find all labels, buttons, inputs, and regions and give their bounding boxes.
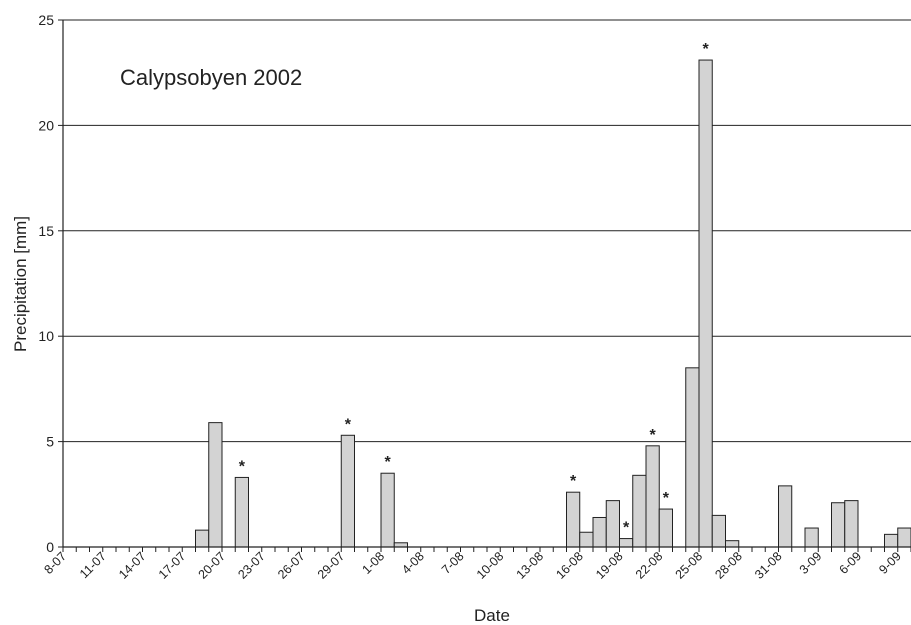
x-tick-label: 9-09: [876, 549, 904, 577]
significance-marker: *: [650, 427, 657, 444]
bar: [195, 529, 210, 548]
x-tick-label: 14-07: [116, 549, 149, 582]
significance-marker: *: [623, 520, 630, 537]
x-tick-label: 25-08: [673, 549, 706, 582]
y-tick-label: 0: [46, 539, 54, 555]
significance-marker: *: [239, 458, 246, 475]
x-tick-label: 19-08: [593, 549, 626, 582]
bar: [897, 527, 911, 548]
x-tick-label: 16-08: [553, 549, 586, 582]
bar: [725, 540, 740, 548]
bar: [698, 59, 713, 548]
y-tick-label: 5: [46, 434, 54, 450]
x-axis-tick-labels: 8-07 11-07 14-07 17-07 20-07 23-07 26-07 29-07 1…: [42, 549, 904, 582]
bar: [605, 500, 620, 548]
bar: [711, 514, 726, 548]
bar: [658, 508, 673, 548]
bar: [340, 434, 355, 548]
chart-title: Calypsobyen 2002: [120, 65, 302, 90]
bar: [234, 476, 249, 548]
bar: [844, 500, 859, 548]
bar: [579, 531, 594, 548]
significance-marker: *: [663, 490, 670, 507]
bar: [619, 538, 634, 548]
x-tick-label: 13-08: [514, 549, 547, 582]
significance-marker: *: [570, 473, 577, 490]
x-tick-label: 10-08: [474, 549, 507, 582]
x-tick-label: 17-07: [156, 549, 189, 582]
bar: [592, 516, 607, 548]
bar: [831, 502, 846, 548]
gridlines: [63, 19, 911, 443]
bar: [393, 542, 408, 548]
x-tick-label: 4-08: [399, 549, 427, 577]
bar: [632, 474, 647, 548]
bar: [804, 527, 819, 548]
x-tick-label: 6-09: [837, 549, 865, 577]
x-tick-label: 1-08: [360, 549, 388, 577]
bar: [778, 485, 793, 548]
axes: [58, 19, 911, 552]
y-axis-title: Precipitation [mm]: [11, 216, 30, 352]
bar: [685, 367, 700, 548]
x-tick-label: 11-07: [77, 549, 109, 581]
significance-marker: *: [345, 416, 352, 433]
y-tick-label: 10: [38, 328, 54, 344]
bar: [380, 472, 395, 548]
bar: [645, 445, 660, 548]
significance-markers: * * * * * * * *: [239, 41, 710, 537]
x-axis-title: Date: [474, 606, 510, 625]
x-tick-label: 29-07: [315, 549, 348, 582]
significance-marker: *: [385, 454, 392, 471]
x-tick-label: 7-08: [439, 549, 467, 577]
y-tick-label: 20: [38, 117, 54, 133]
x-tick-label: 26-07: [275, 549, 308, 582]
x-tick-label: 3-09: [797, 549, 825, 577]
bars: [195, 59, 911, 548]
y-axis-tick-labels: 0 5 10 15 20 25: [38, 12, 54, 555]
significance-marker: *: [703, 41, 710, 58]
y-tick-label: 15: [38, 223, 54, 239]
x-tick-label: 20-07: [196, 549, 229, 582]
bar: [884, 533, 899, 548]
x-tick-label: 28-08: [712, 549, 745, 582]
bar: [208, 422, 223, 548]
x-tick-label: 31-08: [752, 549, 785, 582]
x-tick-label: 22-08: [633, 549, 666, 582]
bar: [566, 491, 581, 548]
x-tick-label: 23-07: [235, 549, 268, 582]
y-tick-label: 25: [38, 12, 54, 28]
